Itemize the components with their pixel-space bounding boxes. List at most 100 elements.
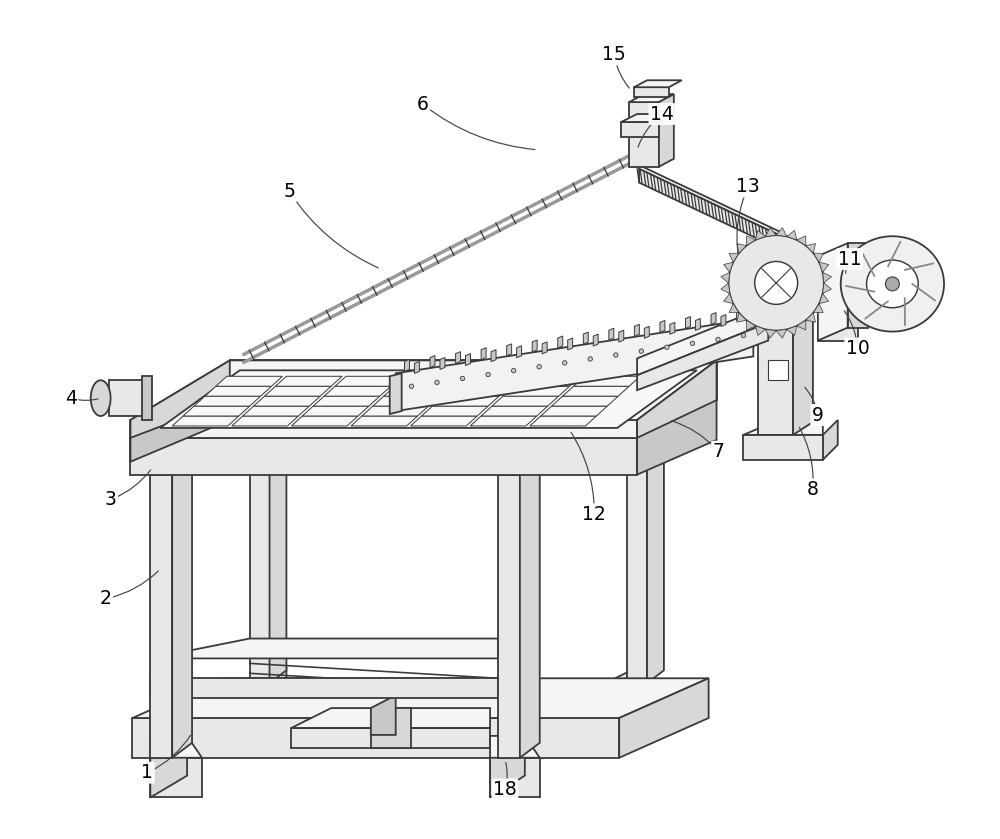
- Polygon shape: [593, 334, 598, 346]
- Polygon shape: [430, 356, 435, 367]
- Polygon shape: [130, 420, 637, 438]
- Polygon shape: [787, 231, 797, 240]
- Polygon shape: [520, 460, 540, 758]
- Polygon shape: [216, 376, 282, 386]
- Polygon shape: [130, 400, 230, 461]
- Circle shape: [665, 345, 669, 349]
- Polygon shape: [787, 326, 797, 336]
- Polygon shape: [390, 373, 402, 414]
- Polygon shape: [729, 304, 739, 313]
- Polygon shape: [776, 330, 787, 338]
- Polygon shape: [685, 316, 690, 328]
- Polygon shape: [492, 396, 559, 406]
- Ellipse shape: [867, 260, 918, 308]
- Polygon shape: [404, 359, 409, 372]
- Polygon shape: [160, 370, 697, 428]
- Polygon shape: [724, 263, 733, 273]
- Polygon shape: [481, 406, 548, 416]
- Polygon shape: [813, 304, 823, 313]
- Polygon shape: [109, 380, 145, 416]
- Text: 18: 18: [493, 780, 517, 799]
- Polygon shape: [793, 268, 813, 435]
- Polygon shape: [291, 416, 358, 426]
- Polygon shape: [818, 243, 848, 341]
- Polygon shape: [481, 347, 486, 360]
- Polygon shape: [797, 236, 806, 246]
- Polygon shape: [530, 416, 596, 426]
- Polygon shape: [130, 361, 717, 420]
- Polygon shape: [695, 319, 700, 331]
- Polygon shape: [609, 328, 614, 340]
- Polygon shape: [324, 386, 391, 396]
- Circle shape: [563, 361, 567, 365]
- Polygon shape: [737, 309, 742, 320]
- Polygon shape: [670, 322, 675, 334]
- Polygon shape: [230, 361, 717, 400]
- Polygon shape: [150, 475, 172, 758]
- Polygon shape: [755, 326, 766, 336]
- Polygon shape: [659, 94, 674, 167]
- Polygon shape: [232, 416, 298, 426]
- Circle shape: [614, 353, 618, 357]
- Polygon shape: [142, 376, 152, 420]
- Polygon shape: [637, 361, 717, 460]
- Polygon shape: [823, 420, 838, 460]
- Polygon shape: [150, 678, 498, 698]
- Text: 3: 3: [105, 490, 117, 509]
- Polygon shape: [724, 294, 733, 304]
- Polygon shape: [371, 708, 411, 748]
- Polygon shape: [746, 320, 755, 330]
- Polygon shape: [172, 460, 192, 758]
- Polygon shape: [517, 346, 522, 357]
- Polygon shape: [205, 386, 272, 396]
- Polygon shape: [552, 396, 618, 406]
- Polygon shape: [172, 416, 239, 426]
- Polygon shape: [637, 323, 768, 390]
- Polygon shape: [858, 266, 892, 301]
- Polygon shape: [797, 320, 806, 330]
- Polygon shape: [634, 81, 682, 87]
- Polygon shape: [806, 243, 815, 253]
- Polygon shape: [647, 375, 664, 683]
- Polygon shape: [758, 281, 793, 435]
- Polygon shape: [491, 350, 496, 362]
- Polygon shape: [541, 406, 607, 416]
- Polygon shape: [250, 388, 270, 683]
- Text: 13: 13: [736, 177, 760, 196]
- Circle shape: [486, 373, 490, 377]
- Polygon shape: [490, 758, 540, 798]
- Polygon shape: [432, 396, 499, 406]
- Circle shape: [511, 368, 516, 373]
- Polygon shape: [627, 388, 647, 683]
- Polygon shape: [395, 376, 461, 386]
- Polygon shape: [639, 169, 788, 253]
- Polygon shape: [766, 227, 776, 237]
- Polygon shape: [466, 353, 470, 366]
- Polygon shape: [440, 357, 445, 369]
- Polygon shape: [291, 708, 490, 728]
- Polygon shape: [470, 416, 537, 426]
- Polygon shape: [818, 256, 858, 341]
- Circle shape: [885, 277, 899, 291]
- Polygon shape: [563, 386, 629, 396]
- Polygon shape: [743, 420, 823, 435]
- Polygon shape: [132, 678, 709, 718]
- Polygon shape: [362, 406, 428, 416]
- Polygon shape: [443, 386, 510, 396]
- Polygon shape: [629, 94, 674, 102]
- Polygon shape: [746, 310, 751, 323]
- Polygon shape: [711, 313, 716, 325]
- Text: 9: 9: [812, 405, 824, 425]
- Polygon shape: [634, 163, 788, 239]
- Polygon shape: [637, 305, 768, 375]
- Text: 6: 6: [417, 95, 428, 113]
- Polygon shape: [422, 406, 488, 416]
- Polygon shape: [132, 718, 619, 758]
- Polygon shape: [644, 326, 649, 338]
- Polygon shape: [619, 331, 624, 342]
- Polygon shape: [373, 396, 439, 406]
- Circle shape: [460, 376, 465, 381]
- Polygon shape: [254, 396, 320, 406]
- Polygon shape: [768, 361, 788, 380]
- Text: 12: 12: [582, 505, 606, 524]
